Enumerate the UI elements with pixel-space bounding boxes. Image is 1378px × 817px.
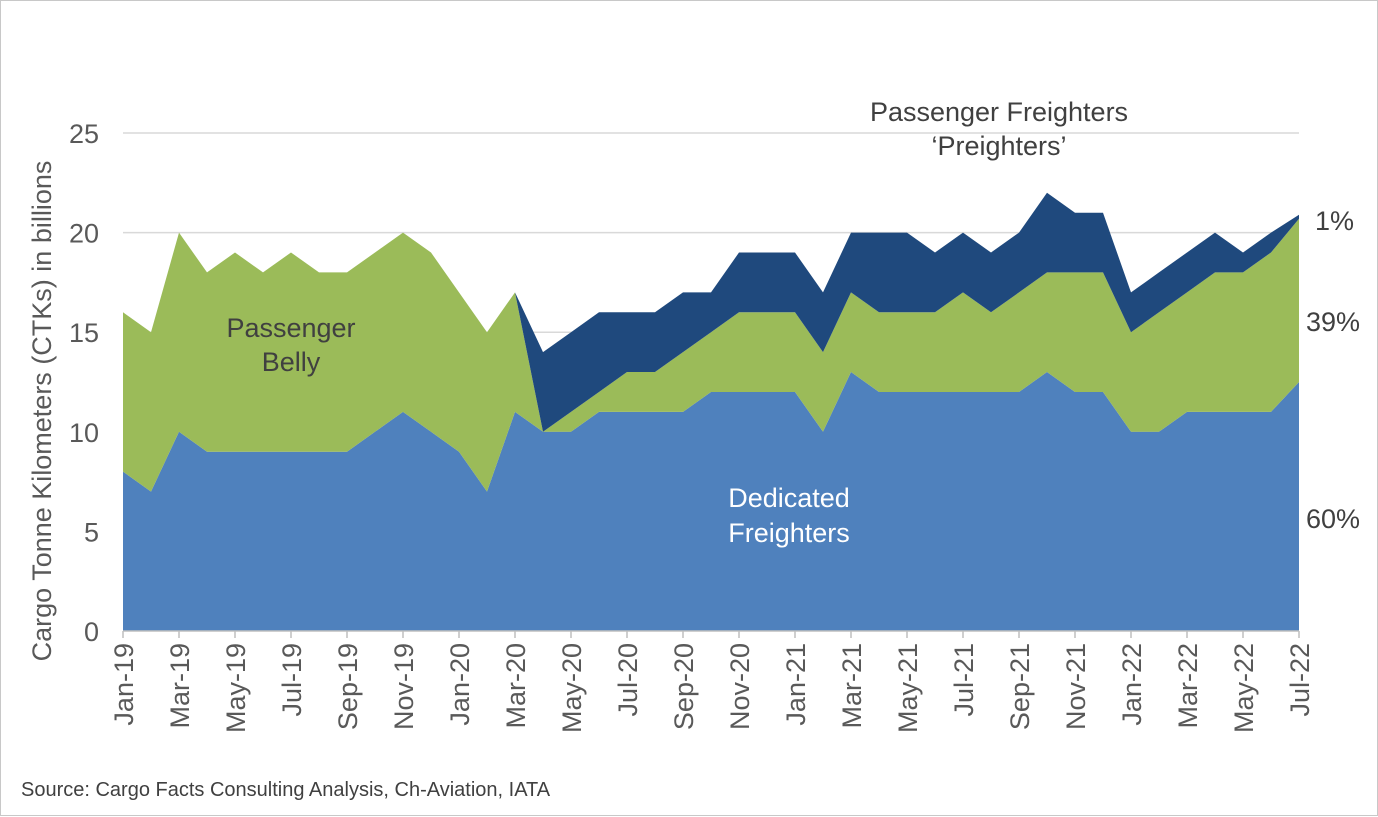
y-axis-ticks: 0 5 10 15 20 25 (69, 119, 99, 647)
freighter-share: 60% (1306, 504, 1360, 534)
x-tick-label: Jul-19 (277, 643, 307, 717)
y-tick-label: 15 (69, 318, 99, 348)
preighter-label-line1: Passenger Freighters (870, 97, 1128, 127)
y-tick-label: 25 (69, 119, 99, 149)
area-passenger-belly (123, 218, 1299, 492)
y-tick-label: 10 (69, 418, 99, 448)
preighter-share: 1% (1315, 206, 1354, 236)
area-passenger-freighters-preighters (123, 192, 1299, 432)
x-tick-label: Mar-19 (165, 643, 195, 729)
x-tick-label: May-22 (1229, 643, 1259, 733)
freighter-label-line1: Dedicated (728, 483, 850, 513)
area-dedicated-freighters (123, 372, 1299, 631)
x-tick-label: Mar-22 (1173, 643, 1203, 729)
x-axis (122, 630, 1300, 638)
belly-label-line1: Passenger (226, 313, 355, 343)
x-tick-label: Jul-20 (613, 643, 643, 717)
x-tick-label: Jan-21 (781, 643, 811, 726)
x-tick-label: Mar-21 (837, 643, 867, 729)
x-tick-label: Jan-22 (1117, 643, 1147, 726)
belly-share: 39% (1306, 307, 1360, 337)
x-tick-label: Nov-21 (1061, 643, 1091, 730)
preighter-label-line2: ‘Preighters’ (931, 131, 1066, 161)
y-tick-label: 20 (69, 219, 99, 249)
x-axis-ticks: Jan-19 Mar-19 May-19 Jul-19 Sep-19 Nov-19 Jan-… (109, 643, 1315, 733)
y-tick-label: 0 (84, 617, 99, 647)
y-axis-title: Cargo Tonne Kilometers (CTKs) in billion… (27, 161, 57, 662)
x-tick-label: May-19 (221, 643, 251, 733)
area-series (123, 192, 1299, 631)
source-note: Source: Cargo Facts Consulting Analysis,… (21, 779, 551, 801)
x-tick-label: Nov-19 (389, 643, 419, 730)
x-tick-label: Nov-20 (725, 643, 755, 730)
freighter-label-line2: Freighters (728, 518, 850, 548)
x-tick-label: Sep-19 (333, 643, 363, 730)
belly-label-line2: Belly (262, 347, 321, 377)
x-tick-label: Sep-20 (669, 643, 699, 730)
y-tick-label: 5 (84, 517, 99, 547)
x-tick-label: May-20 (557, 643, 587, 733)
x-tick-label: Sep-21 (1005, 643, 1035, 730)
x-tick-label: Jan-20 (445, 643, 475, 726)
x-tick-label: Jul-21 (949, 643, 979, 717)
x-tick-label: Jan-19 (109, 643, 139, 726)
x-tick-label: Jul-22 (1285, 643, 1315, 717)
x-tick-label: Mar-20 (501, 643, 531, 729)
x-tick-label: May-21 (893, 643, 923, 733)
